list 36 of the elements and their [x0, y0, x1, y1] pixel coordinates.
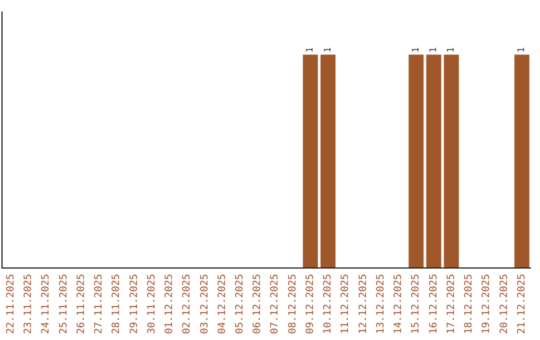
x-tick-label: 16.12.2025 [428, 274, 440, 334]
x-tick-label: 27.11.2025 [94, 274, 105, 334]
x-tick-label: 14.12.2025 [393, 274, 404, 334]
x-tick-label: 09.12.2025 [304, 274, 316, 334]
x-tick-label: 11.12.2025 [340, 274, 352, 334]
x-tick-label: 05.12.2025 [234, 274, 246, 334]
x-tick-label: 26.11.2025 [76, 274, 87, 334]
x-tick-label: 24.11.2025 [40, 274, 52, 334]
x-tick-label: 19.12.2025 [481, 274, 492, 334]
x-tick-label: 29.11.2025 [128, 274, 140, 334]
x-tick-label: 06.12.2025 [252, 274, 264, 334]
x-tick-label: 21.12.2025 [516, 274, 528, 334]
x-tick-label: 12.12.2025 [358, 274, 369, 334]
data-label: 1 [306, 47, 316, 53]
x-tick-label: 20.12.2025 [498, 274, 510, 334]
data-label: 1 [429, 47, 440, 53]
x-tick-label: 04.12.2025 [216, 274, 228, 334]
x-tick-label: 08.12.2025 [287, 274, 298, 334]
data-label: 1 [411, 47, 422, 53]
x-tick-label: 10.12.2025 [322, 274, 334, 334]
x-tick-label: 13.12.2025 [375, 274, 386, 334]
data-label: 1 [446, 47, 457, 53]
data-label: 1 [517, 47, 528, 53]
x-tick-label: 01.12.2025 [164, 274, 176, 334]
x-tick-label: 17.12.2025 [446, 274, 457, 334]
x-tick-label: 23.11.2025 [23, 274, 34, 334]
x-tick-label: 22.11.2025 [5, 274, 16, 334]
x-tick-label: 18.12.2025 [464, 274, 475, 334]
x-tick-label: 28.11.2025 [111, 274, 122, 334]
data-label: 1 [323, 47, 334, 53]
x-tick-label: 25.11.2025 [58, 274, 70, 334]
x-tick-label: 15.12.2025 [410, 274, 422, 334]
x-tick-label: 02.12.2025 [182, 274, 193, 334]
x-tick-label: 07.12.2025 [270, 274, 281, 334]
x-tick-label: 30.11.2025 [146, 274, 158, 334]
x-tick-label: 03.12.2025 [199, 274, 210, 334]
